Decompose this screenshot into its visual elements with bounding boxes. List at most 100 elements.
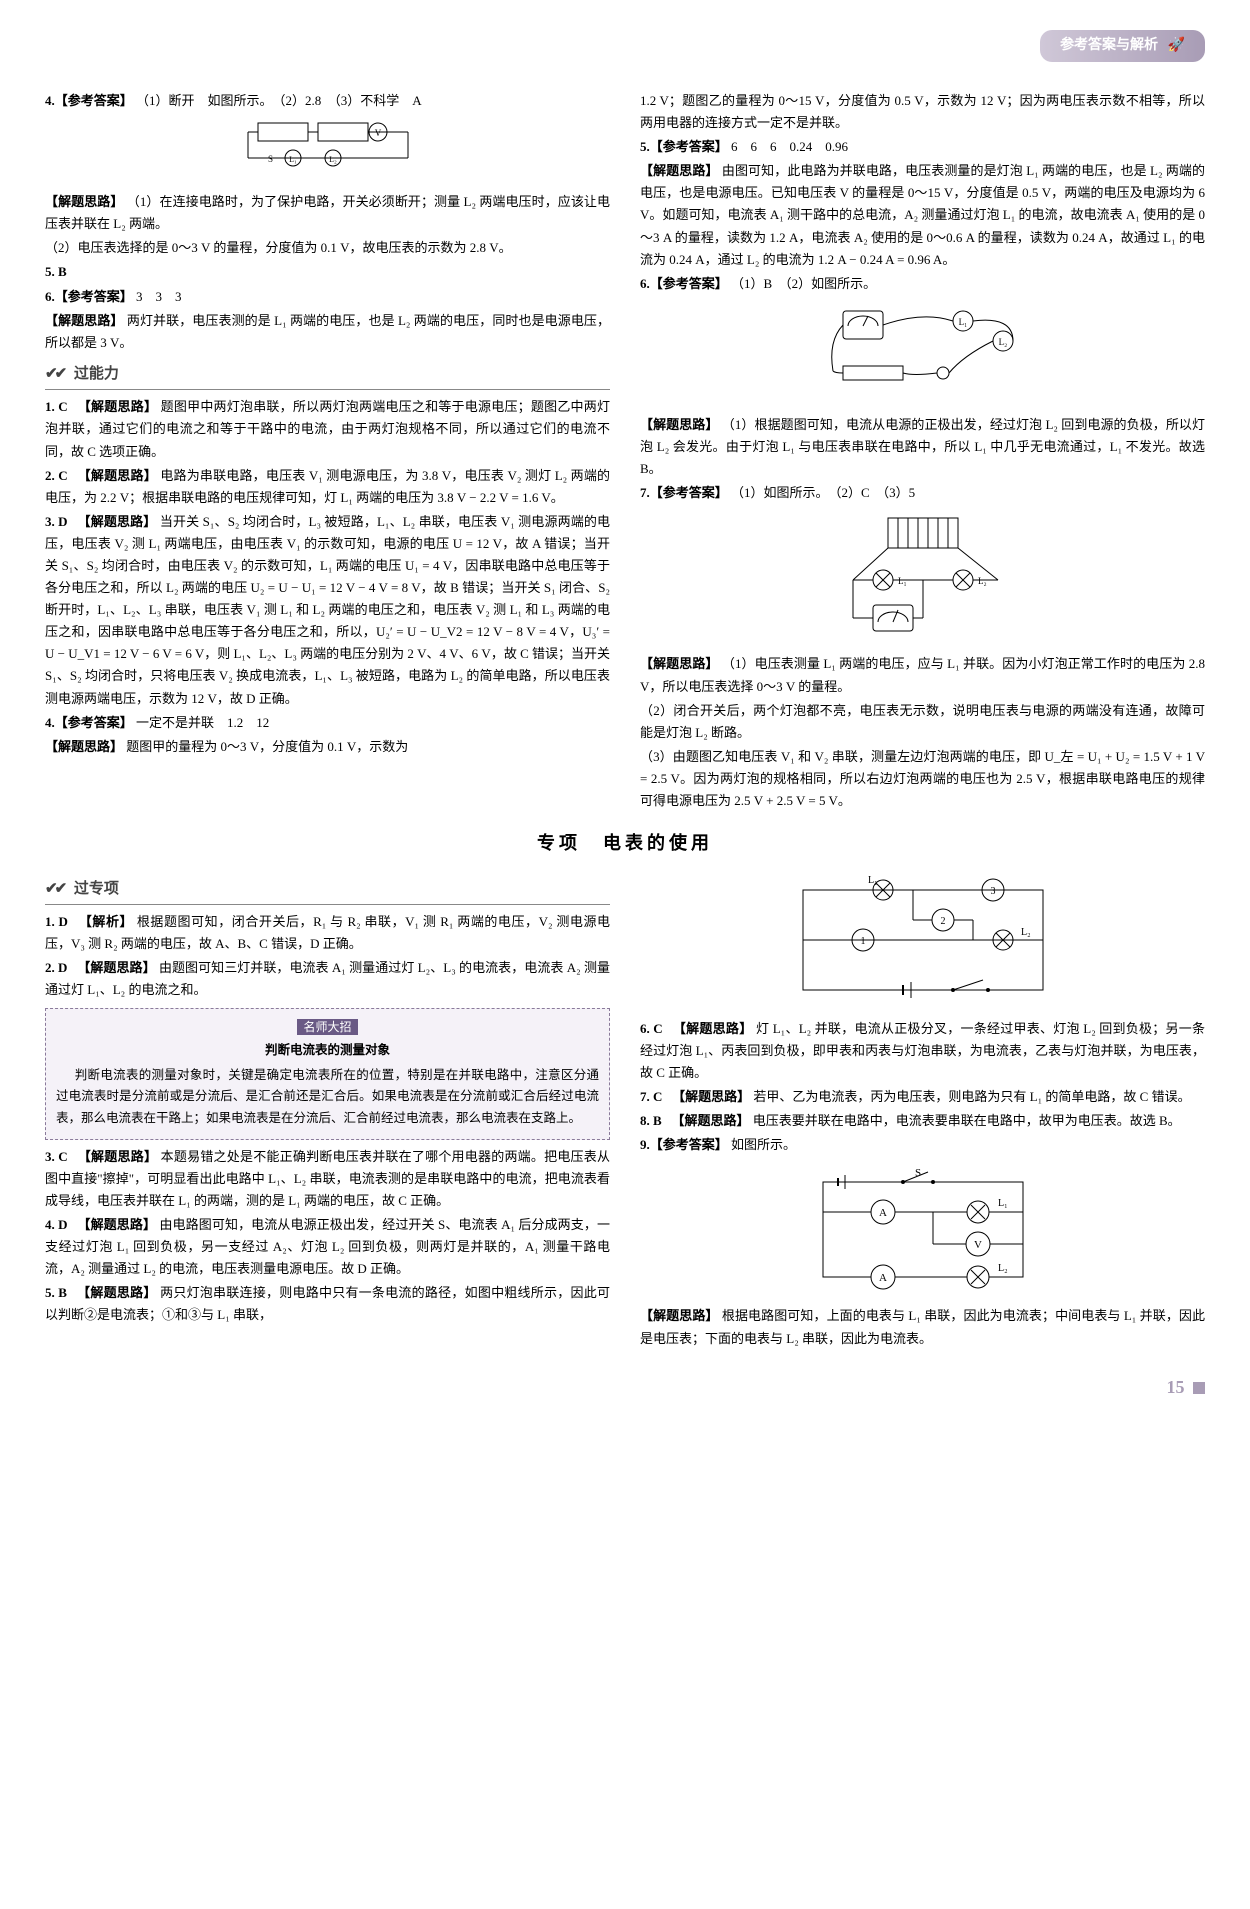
s2-label: 2. D: [45, 960, 67, 975]
circuit-figure-5: L₁ 3 1 2 L₂: [640, 875, 1205, 1012]
header-banner: 参考答案与解析 🚀: [1040, 30, 1205, 62]
page-num-box-icon: [1193, 1382, 1205, 1394]
s1-line: 1. D 【解析】 根据题图可知，闭合开关后，R₁ 与 R₂ 串联，V₁ 测 R…: [45, 911, 610, 955]
r5-label: 5.【参考答案】: [640, 139, 728, 154]
sr9-exp-label: 【解题思路】: [640, 1308, 719, 1323]
page-num-text: 15: [1167, 1377, 1185, 1397]
svg-text:L₁: L₁: [958, 317, 967, 327]
r6-exp-text: （1）根据题图可知，电流从电源的正极出发，经过灯泡 L₂ 回到电源的负极，所以灯…: [640, 417, 1205, 476]
spec-section-title: ✔✔ 过专项: [45, 877, 610, 906]
a3-exp: 当开关 S₁、S₂ 均闭合时，L₃ 被短路，L₁、L₂ 串联，电压表 V₁ 测电…: [45, 514, 610, 706]
tip-title-wrap: 名师大招 判断电流表的测量对象: [56, 1017, 599, 1062]
s4-exp-label: 【解题思路】: [84, 1217, 156, 1232]
r5-exp: 【解题思路】 由图可知，此电路为并联电路，电压表测量的是灯泡 L₁ 两端的电压，…: [640, 160, 1205, 270]
s2-exp-label: 【解题思路】: [84, 960, 156, 975]
q6-ans: 3 3 3: [136, 289, 182, 304]
topic-header: 专项 电表的使用: [45, 828, 1205, 859]
s3-line: 3. C 【解题思路】 本题易错之处是不能正确判断电压表并联在了哪个用电器的两端…: [45, 1146, 610, 1212]
q6-exp: 【解题思路】 两灯并联，电压表测的是 L₁ 两端的电压，也是 L₂ 两端的电压，…: [45, 310, 610, 354]
svg-text:3: 3: [990, 886, 995, 897]
left-column: 4.【参考答案】 （1）断开 如图所示。 （2）2.8 （3）不科学 A V L…: [45, 90, 610, 814]
a3-exp-label: 【解题思路】: [84, 514, 156, 529]
ability-title: 过能力: [74, 366, 119, 382]
tip-title: 判断电流表的测量对象: [56, 1040, 599, 1061]
cont4: 1.2 V；题图乙的量程为 0～15 V，分度值为 0.5 V，示数为 12 V…: [640, 90, 1205, 134]
r5-line: 5.【参考答案】 6 6 6 0.24 0.96: [640, 136, 1205, 158]
q4-exp2: （2）电压表选择的是 0～3 V 的量程，分度值为 0.1 V，故电压表的示数为…: [45, 237, 610, 259]
upper-columns: 4.【参考答案】 （1）断开 如图所示。 （2）2.8 （3）不科学 A V L…: [45, 90, 1205, 814]
r6-exp: 【解题思路】 （1）根据题图可知，电流从电源的正极出发，经过灯泡 L₂ 回到电源…: [640, 414, 1205, 480]
q6-label: 6.【参考答案】: [45, 289, 133, 304]
svg-text:L₁: L₁: [998, 1198, 1008, 1209]
a4-label: 4.【参考答案】: [45, 715, 133, 730]
r7-line: 7.【参考答案】 （1）如图所示。 （2）C （3）5: [640, 482, 1205, 504]
q4-figure: V L₁ L₂ S: [45, 118, 610, 185]
sr6-label: 6. C: [640, 1021, 663, 1036]
r6-figure: L₁ L₂: [640, 301, 1205, 408]
r6-ans: （1）B （2）如图所示。: [731, 276, 876, 291]
s2-line: 2. D 【解题思路】 由题图可知三灯并联，电流表 A₁ 测量通过灯 L₂、L₃…: [45, 957, 610, 1001]
a2-line: 2. C 【解题思路】 电路为串联电路，电压表 V₁ 测电源电压，为 3.8 V…: [45, 465, 610, 509]
tip-badge: 名师大招: [297, 1019, 357, 1035]
svg-text:1: 1: [860, 936, 865, 947]
a4-line: 4.【参考答案】 一定不是并联 1.2 12: [45, 712, 610, 734]
r7-exp-label: 【解题思路】: [640, 656, 719, 671]
right-column: 1.2 V；题图乙的量程为 0～15 V，分度值为 0.5 V，示数为 12 V…: [640, 90, 1205, 814]
svg-text:2: 2: [940, 916, 945, 927]
header-title: 参考答案与解析: [1060, 38, 1158, 53]
a2-label: 2. C: [45, 468, 68, 483]
tip-box: 名师大招 判断电流表的测量对象 判断电流表的测量对象时，关键是确定电流表所在的位…: [45, 1008, 610, 1140]
svg-text:L₂: L₂: [1021, 927, 1031, 938]
s5-line: 5. B 【解题思路】 两只灯泡串联连接，则电路中只有一条电流的路径，如图中粗线…: [45, 1282, 610, 1326]
svg-text:L₂: L₂: [998, 1263, 1008, 1274]
a1-line: 1. C 【解题思路】 题图甲中两灯泡串联，所以两灯泡两端电压之和等于电源电压；…: [45, 396, 610, 462]
svg-text:A: A: [879, 1207, 887, 1219]
r5-exp-text: 由图可知，此电路为并联电路，电压表测量的是灯泡 L₁ 两端的电压，也是 L₂ 两…: [640, 163, 1205, 266]
q4-ans: （1）断开 如图所示。 （2）2.8 （3）不科学 A: [136, 93, 422, 108]
q4-line: 4.【参考答案】 （1）断开 如图所示。 （2）2.8 （3）不科学 A: [45, 90, 610, 112]
sr8-exp: 电压表要并联在电路中，电流表要串联在电路中，故甲为电压表。故选 B。: [753, 1113, 1181, 1128]
circuit-figure-9: S A L₁ V A: [640, 1162, 1205, 1299]
q6-line: 6.【参考答案】 3 3 3: [45, 286, 610, 308]
q5-line: 5. B: [45, 261, 610, 283]
sr7-exp: 若甲、乙为电流表，丙为电压表，则电路为只有 L₁ 的简单电路，故 C 错误。: [753, 1089, 1190, 1104]
r5-exp-label: 【解题思路】: [640, 163, 719, 178]
sr7-label: 7. C: [640, 1089, 662, 1104]
sr9-label: 9.【参考答案】: [640, 1137, 728, 1152]
r7-exp1: 【解题思路】 （1）电压表测量 L₁ 两端的电压，应与 L₁ 并联。因为小灯泡正…: [640, 653, 1205, 697]
svg-text:L₂: L₂: [329, 155, 337, 164]
r7-exp1-text: （1）电压表测量 L₁ 两端的电压，应与 L₁ 并联。因为小灯泡正常工作时的电压…: [640, 656, 1205, 693]
a3-line: 3. D 【解题思路】 当开关 S₁、S₂ 均闭合时，L₃ 被短路，L₁、L₂ …: [45, 511, 610, 710]
sr6-line: 6. C 【解题思路】 灯 L₁、L₂ 并联，电流从正极分叉，一条经过甲表、灯泡…: [640, 1018, 1205, 1084]
s4-label: 4. D: [45, 1217, 68, 1232]
q4-exp-label: 【解题思路】: [45, 194, 123, 209]
a1-exp-label: 【解题思路】: [84, 399, 157, 414]
r6-line: 6.【参考答案】 （1）B （2）如图所示。: [640, 273, 1205, 295]
sr8-exp-label: 【解题思路】: [678, 1113, 750, 1128]
ability-section-title: ✔✔ 过能力: [45, 362, 610, 391]
s1-exp-label: 【解析】: [85, 914, 133, 929]
vv-icon: ✔✔: [45, 366, 64, 382]
svg-text:L₁: L₁: [289, 155, 297, 164]
svg-text:L₁: L₁: [868, 875, 878, 886]
s5-exp-label: 【解题思路】: [84, 1285, 157, 1300]
svg-text:A: A: [879, 1272, 887, 1284]
a1-label: 1. C: [45, 399, 68, 414]
a4-exp: 【解题思路】 题图甲的量程为 0～3 V，分度值为 0.1 V，示数为: [45, 736, 610, 758]
spec-title: 过专项: [74, 881, 119, 897]
r7-exp2: （2）闭合开关后，两个灯泡都不亮，电压表无示数，说明电压表与电源的两端没有连通，…: [640, 700, 1205, 744]
a3-label: 3. D: [45, 514, 68, 529]
q5-label: 5. B: [45, 264, 67, 279]
q4-exp1: 【解题思路】 （1）在连接电路时，为了保护电路，开关必须断开；测量 L₂ 两端电…: [45, 191, 610, 235]
sr9-ans: 如图所示。: [731, 1137, 796, 1152]
s5-label: 5. B: [45, 1285, 67, 1300]
sr8-line: 8. B 【解题思路】 电压表要并联在电路中，电流表要串联在电路中，故甲为电压表…: [640, 1110, 1205, 1132]
spec-left-column: ✔✔ 过专项 1. D 【解析】 根据题图可知，闭合开关后，R₁ 与 R₂ 串联…: [45, 869, 610, 1352]
q4-exp1-text: （1）在连接电路时，为了保护电路，开关必须断开；测量 L₂ 两端电压时，应该让电…: [45, 194, 610, 231]
spec-right-column: L₁ 3 1 2 L₂: [640, 869, 1205, 1352]
page-container: 参考答案与解析 🚀 4.【参考答案】 （1）断开 如图所示。 （2）2.8 （3…: [0, 0, 1250, 1422]
r5-ans: 6 6 6 0.24 0.96: [731, 139, 848, 154]
rocket-icon: 🚀: [1168, 34, 1185, 58]
svg-text:V: V: [974, 1239, 982, 1251]
lower-columns: ✔✔ 过专项 1. D 【解析】 根据题图可知，闭合开关后，R₁ 与 R₂ 串联…: [45, 869, 1205, 1352]
